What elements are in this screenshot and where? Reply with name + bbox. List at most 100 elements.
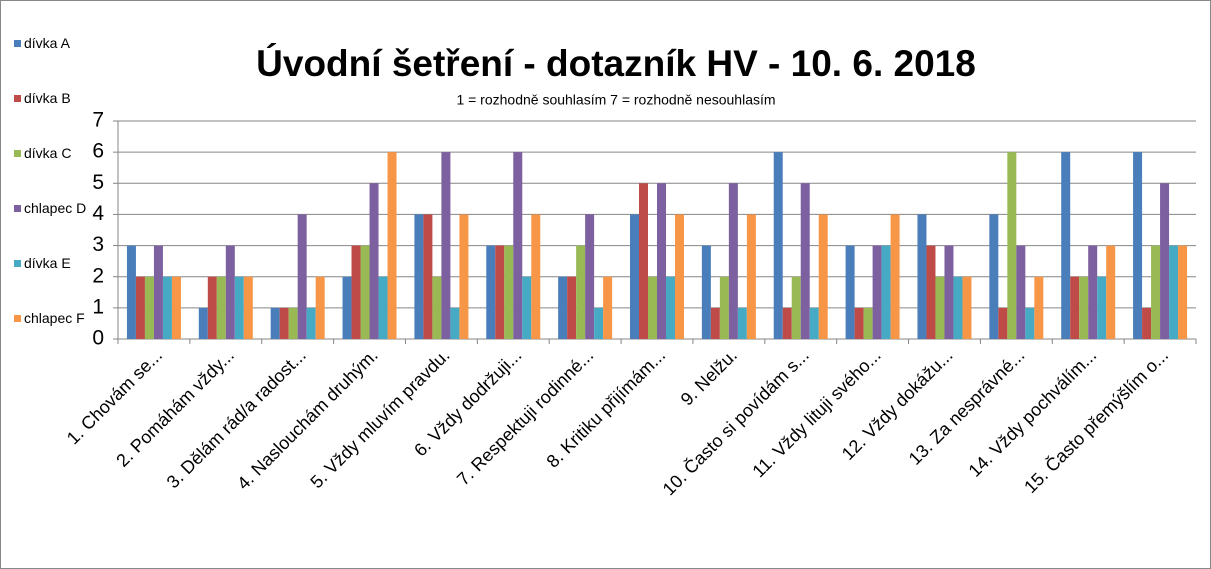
legend-label: chlapec D bbox=[24, 200, 87, 216]
bar bbox=[710, 307, 720, 339]
bar bbox=[513, 152, 523, 339]
bar bbox=[737, 307, 747, 339]
bar bbox=[378, 276, 388, 339]
legend-swatch bbox=[14, 260, 21, 267]
bar bbox=[369, 183, 379, 339]
bar bbox=[675, 214, 684, 339]
bar bbox=[207, 276, 217, 339]
y-tick-label: 7 bbox=[92, 109, 104, 132]
bar bbox=[1025, 307, 1035, 339]
legend-label: dívka E bbox=[24, 255, 71, 271]
bar bbox=[1169, 245, 1179, 339]
bar bbox=[666, 276, 675, 339]
bar bbox=[522, 276, 532, 339]
bar bbox=[153, 245, 163, 339]
bar bbox=[603, 276, 613, 339]
bar bbox=[585, 214, 595, 339]
legend-swatch bbox=[14, 150, 21, 157]
bar bbox=[881, 245, 891, 339]
bar bbox=[935, 276, 945, 339]
bar bbox=[594, 307, 604, 339]
y-tick-label: 2 bbox=[92, 264, 104, 287]
bar bbox=[243, 276, 253, 339]
bar bbox=[162, 276, 172, 339]
bar bbox=[270, 307, 280, 339]
bar bbox=[1106, 245, 1116, 339]
bar bbox=[917, 214, 927, 339]
legend-label: dívka B bbox=[24, 90, 71, 106]
legend-swatch bbox=[14, 95, 21, 102]
bar bbox=[818, 214, 828, 339]
bar bbox=[306, 307, 316, 339]
bar bbox=[800, 183, 810, 339]
bar bbox=[387, 152, 397, 339]
bar bbox=[351, 245, 361, 339]
bar bbox=[1178, 245, 1188, 339]
bar bbox=[135, 276, 145, 339]
bar bbox=[1034, 276, 1044, 339]
legend-label: dívka A bbox=[24, 35, 70, 51]
legend-item: chlapec D bbox=[14, 199, 98, 254]
bar bbox=[459, 214, 469, 339]
bar bbox=[225, 245, 235, 339]
y-tick-label: 1 bbox=[92, 295, 104, 318]
bar bbox=[171, 276, 181, 339]
bar bbox=[558, 276, 568, 339]
legend-item: dívka B bbox=[14, 89, 98, 144]
bar bbox=[360, 245, 370, 339]
y-tick-label: 4 bbox=[92, 202, 104, 225]
bar bbox=[863, 307, 873, 339]
bar bbox=[126, 245, 136, 339]
bar bbox=[773, 152, 783, 339]
bar bbox=[1007, 152, 1017, 339]
bar bbox=[1088, 245, 1098, 339]
bar bbox=[953, 276, 963, 339]
bar bbox=[414, 214, 424, 339]
bar bbox=[926, 245, 936, 339]
chart-title: Úvodní šetření - dotazník HV - 10. 6. 20… bbox=[256, 42, 976, 84]
bar bbox=[809, 307, 819, 339]
y-tick-label: 5 bbox=[92, 171, 104, 194]
legend-item: dívka E bbox=[14, 254, 98, 309]
bar bbox=[423, 214, 433, 339]
bar bbox=[1061, 152, 1071, 339]
bar bbox=[728, 183, 738, 339]
legend-swatch bbox=[14, 315, 21, 322]
bar bbox=[216, 276, 226, 339]
bar bbox=[657, 183, 666, 339]
bar bbox=[576, 245, 586, 339]
bar bbox=[486, 245, 496, 339]
bar bbox=[504, 245, 514, 339]
bar bbox=[1070, 276, 1080, 339]
bar bbox=[315, 276, 325, 339]
bar bbox=[432, 276, 442, 339]
bar bbox=[531, 214, 541, 339]
y-tick-label: 0 bbox=[92, 327, 104, 350]
bar bbox=[1160, 183, 1170, 339]
bar bbox=[234, 276, 244, 339]
legend-item: chlapec F bbox=[14, 309, 98, 364]
bar bbox=[450, 307, 460, 339]
bar bbox=[279, 307, 289, 339]
chart-subtitle: 1 = rozhodně souhlasím 7 = rozhodně neso… bbox=[456, 92, 775, 108]
bar bbox=[854, 307, 864, 339]
legend: dívka A dívka B dívka C chlapec D dívka E chl… bbox=[14, 34, 109, 364]
bar bbox=[567, 276, 577, 339]
bar bbox=[989, 214, 999, 339]
y-tick-label: 3 bbox=[92, 233, 104, 256]
bar bbox=[648, 276, 657, 339]
bar bbox=[791, 276, 801, 339]
bar bbox=[144, 276, 154, 339]
bar bbox=[297, 214, 307, 339]
bar bbox=[998, 307, 1008, 339]
legend-label: chlapec F bbox=[24, 310, 85, 326]
bar bbox=[198, 307, 208, 339]
bar bbox=[701, 245, 711, 339]
bar bbox=[890, 214, 900, 339]
bar bbox=[342, 276, 352, 339]
bar bbox=[944, 245, 954, 339]
bar bbox=[639, 183, 648, 339]
legend-swatch bbox=[14, 205, 21, 212]
legend-item: dívka C bbox=[14, 144, 98, 199]
